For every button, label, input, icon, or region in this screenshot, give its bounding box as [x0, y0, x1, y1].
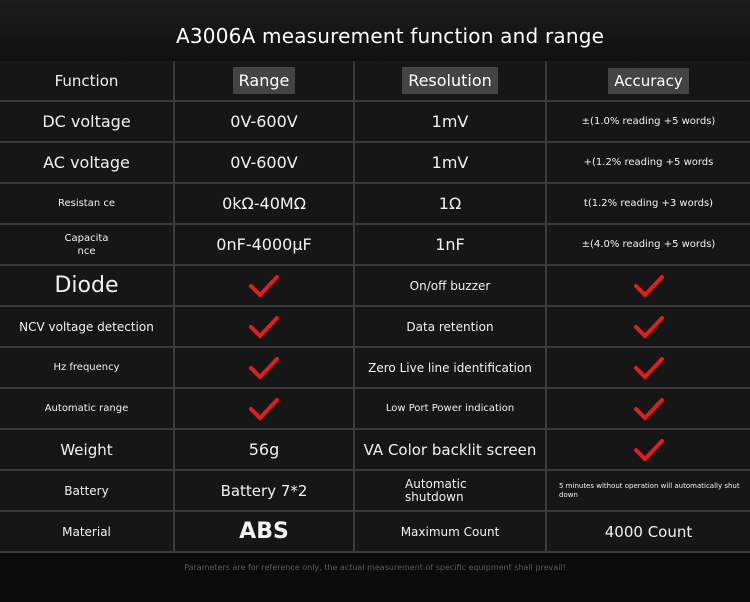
check-icon	[547, 430, 750, 471]
check-icon	[175, 348, 355, 389]
header-function-label: Function	[54, 71, 119, 90]
header-resolution-label: Resolution	[402, 67, 498, 94]
feature-label: Zero Live line identification	[355, 348, 547, 389]
auto-shutdown-label: Automatic shutdown	[355, 471, 547, 512]
feature-label: Diode	[0, 266, 175, 307]
row-function-label: Capacita nce	[64, 232, 109, 257]
header-resolution: Resolution	[355, 61, 547, 102]
row-range: 0kΩ-40MΩ	[175, 184, 355, 225]
feature-label: Hz frequency	[0, 348, 175, 389]
row-accuracy: +(1.2% reading +5 words	[547, 143, 750, 184]
material-value: ABS	[175, 512, 355, 553]
check-icon	[175, 307, 355, 348]
check-icon	[547, 307, 750, 348]
header-range-label: Range	[232, 67, 296, 94]
feature-label: Automatic range	[0, 389, 175, 430]
material-label: Material	[0, 512, 175, 553]
header-accuracy-label: Accuracy	[608, 67, 689, 94]
row-resolution: 1mV	[355, 143, 547, 184]
check-icon	[175, 266, 355, 307]
row-function: Capacita nce	[0, 225, 175, 266]
battery-value: Battery 7*2	[175, 471, 355, 512]
row-range: 0nF-4000μF	[175, 225, 355, 266]
row-resolution: 1Ω	[355, 184, 547, 225]
row-resolution: 1mV	[355, 102, 547, 143]
header-range: Range	[175, 61, 355, 102]
row-function: DC voltage	[0, 102, 175, 143]
max-count-value: 4000 Count	[547, 512, 750, 553]
spec-table: Function Range Resolution Accuracy DC vo…	[0, 61, 750, 553]
row-resolution: 1nF	[355, 225, 547, 266]
auto-shutdown-text: Automatic shutdown	[405, 476, 467, 504]
weight-value: 56g	[175, 430, 355, 471]
battery-label: Battery	[0, 471, 175, 512]
feature-label: Low Port Power indication	[355, 389, 547, 430]
row-accuracy: ±(4.0% reading +5 words)	[547, 225, 750, 266]
title-bar: A3006A measurement function and range	[0, 0, 750, 63]
row-function: Resistan ce	[0, 184, 175, 225]
feature-label: On/off buzzer	[355, 266, 547, 307]
row-function: AC voltage	[0, 143, 175, 184]
row-accuracy: t(1.2% reading +3 words)	[547, 184, 750, 225]
header-accuracy: Accuracy	[547, 61, 750, 102]
weight-label: Weight	[0, 430, 175, 471]
footer-note: Parameters are for reference only, the a…	[184, 563, 566, 572]
backlit-screen-label: VA Color backlit screen	[355, 430, 547, 471]
max-count-label: Maximum Count	[355, 512, 547, 553]
auto-shutdown-value: 5 minutes without operation will automat…	[547, 471, 750, 512]
check-icon	[547, 348, 750, 389]
check-icon	[175, 389, 355, 430]
header-function: Function	[0, 61, 175, 102]
feature-label: NCV voltage detection	[0, 307, 175, 348]
check-icon	[547, 266, 750, 307]
row-range: 0V-600V	[175, 143, 355, 184]
row-range: 0V-600V	[175, 102, 355, 143]
row-accuracy: ±(1.0% reading +5 words)	[547, 102, 750, 143]
row-function-label: Resistan ce	[57, 198, 116, 209]
feature-label: Data retention	[355, 307, 547, 348]
check-icon	[547, 389, 750, 430]
page-title: A3006A measurement function and range	[176, 24, 605, 48]
